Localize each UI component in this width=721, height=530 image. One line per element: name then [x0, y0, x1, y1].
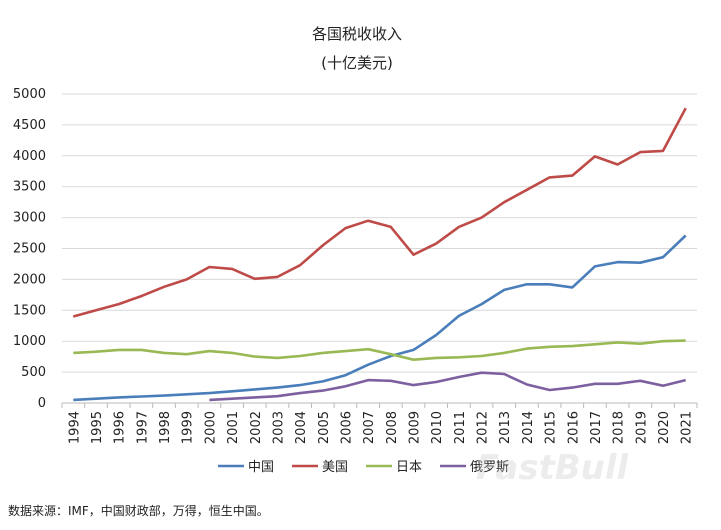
y-tick-label: 5000 — [13, 87, 46, 102]
legend-label: 日本 — [396, 460, 422, 475]
x-tick-label: 2002 — [249, 411, 264, 444]
line-chart: 各国税收收入 (十亿美元) 1994 1995 1996 1997 1998 1999 20… — [13, 25, 698, 475]
x-tick-label: 2014 — [521, 411, 536, 444]
x-tick-label: 2017 — [589, 411, 604, 444]
x-tick-label: 2020 — [657, 411, 672, 444]
x-tick-label: 2000 — [203, 411, 218, 444]
y-tick-label: 1000 — [13, 334, 46, 349]
y-tick-label: 4500 — [13, 118, 46, 133]
x-tick-label: 2013 — [498, 411, 513, 444]
y-tick-label: 2500 — [13, 242, 46, 257]
series-line-1 — [72, 107, 687, 318]
x-tick-label: 1998 — [158, 411, 173, 444]
x-tick-label: 2004 — [294, 411, 309, 444]
x-tick-label: 2007 — [362, 411, 377, 444]
y-tick-label: 3000 — [13, 211, 46, 226]
x-tick-label: 2008 — [385, 411, 400, 444]
chart-subtitle: (十亿美元) — [321, 54, 393, 72]
x-tick-label: 1996 — [113, 411, 128, 444]
series-line-2 — [73, 339, 686, 361]
x-tick-label: 1995 — [90, 411, 105, 444]
x-tick-label: 2018 — [612, 411, 627, 444]
x-tick-label: 2003 — [271, 411, 286, 444]
x-tick-label: 1997 — [135, 411, 150, 444]
x-tick-label: 2016 — [566, 411, 581, 444]
y-tick-label: 4000 — [13, 149, 46, 164]
x-tick-label: 2005 — [317, 411, 332, 444]
y-tick-label: 3500 — [13, 180, 46, 195]
x-tick-label: 2021 — [680, 411, 695, 444]
x-tick-label: 1999 — [181, 411, 196, 444]
x-tick-label: 2019 — [634, 411, 649, 444]
x-tick-label: 2012 — [476, 411, 491, 444]
y-tick-label: 0 — [38, 396, 46, 411]
x-tick-label: 2010 — [430, 411, 445, 444]
watermark: FastBull — [476, 448, 629, 488]
x-tick-label: 1994 — [67, 411, 82, 444]
y-tick-label: 1500 — [13, 303, 46, 318]
legend-label: 俄罗斯 — [470, 460, 509, 475]
x-tick-label: 2001 — [226, 411, 241, 444]
series-line-3 — [209, 371, 687, 402]
x-tick-label: 2009 — [408, 411, 423, 444]
x-tick-label: 2015 — [544, 411, 559, 444]
series-line-0 — [73, 234, 687, 402]
chart-title: 各国税收收入 — [312, 25, 402, 43]
y-tick-label: 2000 — [13, 272, 46, 287]
source-note: 数据来源：IMF，中国财政部，万得，恒生中国。 — [8, 504, 269, 518]
y-tick-label: 500 — [21, 365, 46, 380]
x-tick-label: 2011 — [453, 411, 468, 444]
legend-label: 美国 — [322, 460, 348, 475]
legend-label: 中国 — [248, 460, 274, 475]
x-tick-label: 2006 — [339, 411, 354, 444]
